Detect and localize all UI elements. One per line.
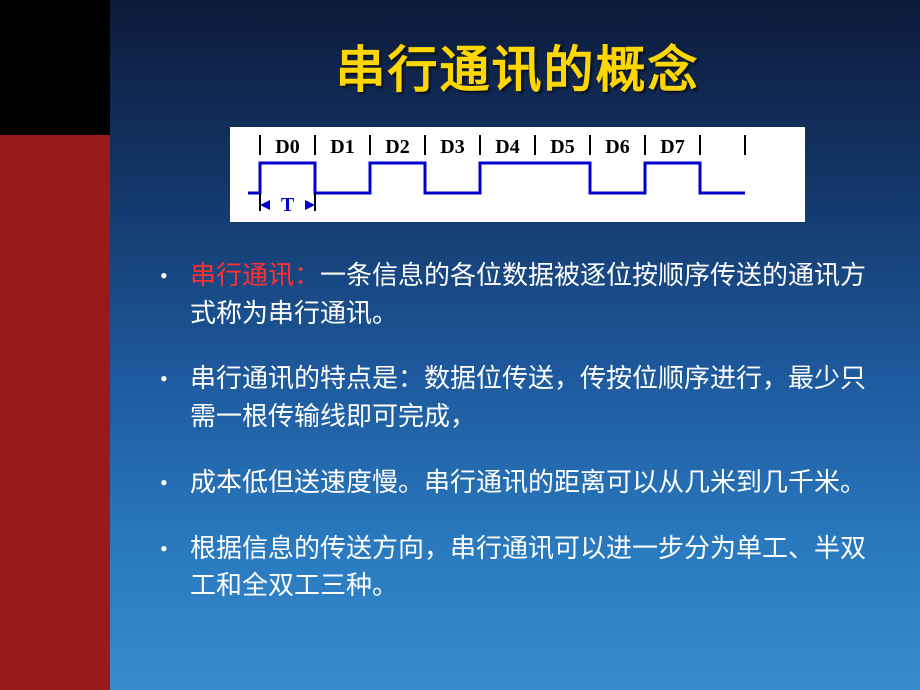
- timing-diagram-wrap: D0 D1 D2 D3 D4 D5 D6 D7 T: [150, 127, 885, 222]
- svg-text:T: T: [281, 194, 295, 216]
- sidebar: [0, 0, 110, 690]
- svg-text:D5: D5: [550, 136, 574, 158]
- bullet-dot: •: [160, 530, 190, 605]
- bullet-item: • 成本低但送速度慢。串行通讯的距离可以从几米到几千米。: [160, 464, 885, 502]
- bullet-dot: •: [160, 257, 190, 332]
- bullet-text: 串行通讯：一条信息的各位数据被逐位按顺序传送的通讯方式称为串行通讯。: [190, 257, 885, 332]
- svg-text:D1: D1: [330, 136, 354, 158]
- timing-diagram: D0 D1 D2 D3 D4 D5 D6 D7 T: [230, 127, 805, 222]
- sidebar-top-block: [0, 0, 110, 135]
- bullet-item: • 串行通讯的特点是：数据位传送，传按位顺序进行，最少只需一根传输线即可完成，: [160, 360, 885, 435]
- slide-title: 串行通讯的概念: [150, 30, 885, 102]
- sidebar-bottom-block: [0, 135, 110, 690]
- svg-text:D0: D0: [275, 136, 299, 158]
- bullet-dot: •: [160, 360, 190, 435]
- slide-main: 串行通讯的概念 D0 D1 D2 D3 D4 D5 D6 D7 T • 串行通讯：一条信息的各位…: [110, 0, 920, 690]
- bullet-text: 根据信息的传送方向，串行通讯可以进一步分为单工、半双工和全双工三种。: [190, 530, 885, 605]
- bullet-text: 成本低但送速度慢。串行通讯的距离可以从几米到几千米。: [190, 464, 885, 502]
- bullet-list: • 串行通讯：一条信息的各位数据被逐位按顺序传送的通讯方式称为串行通讯。 • 串…: [150, 257, 885, 633]
- bullet-dot: •: [160, 464, 190, 502]
- svg-text:D3: D3: [440, 136, 464, 158]
- bullet-item: • 串行通讯：一条信息的各位数据被逐位按顺序传送的通讯方式称为串行通讯。: [160, 257, 885, 332]
- svg-text:D2: D2: [385, 136, 409, 158]
- svg-text:D4: D4: [495, 136, 519, 158]
- bullet-item: • 根据信息的传送方向，串行通讯可以进一步分为单工、半双工和全双工三种。: [160, 530, 885, 605]
- bullet-text: 串行通讯的特点是：数据位传送，传按位顺序进行，最少只需一根传输线即可完成，: [190, 360, 885, 435]
- timing-svg: D0 D1 D2 D3 D4 D5 D6 D7 T: [240, 133, 795, 216]
- svg-text:D6: D6: [605, 136, 629, 158]
- bullet-term: 串行通讯：: [190, 261, 320, 290]
- svg-text:D7: D7: [660, 136, 684, 158]
